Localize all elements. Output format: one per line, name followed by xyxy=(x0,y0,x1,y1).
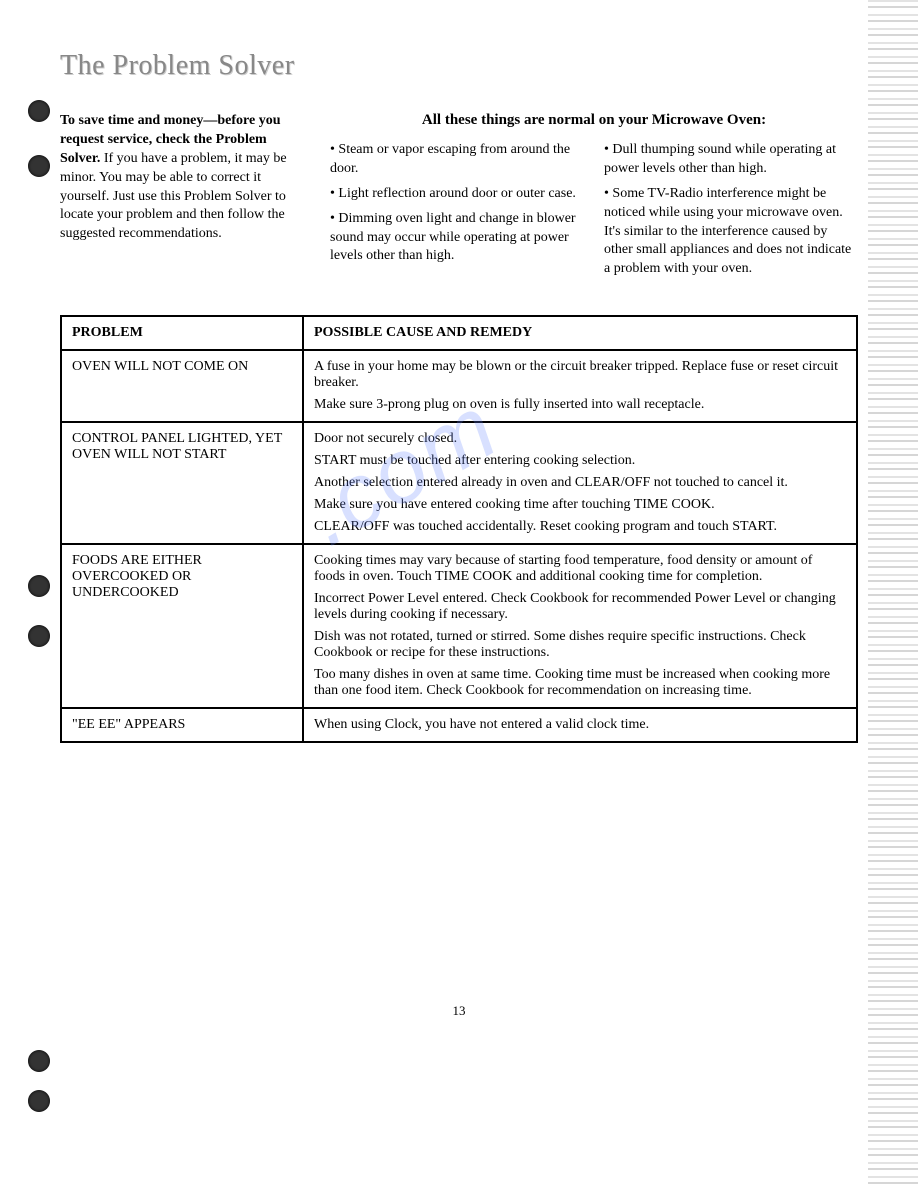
table-header-remedy: POSSIBLE CAUSE AND REMEDY xyxy=(303,316,857,350)
remedy-text: Make sure you have entered cooking time … xyxy=(314,497,846,513)
intro-right-column: All these things are normal on your Micr… xyxy=(330,112,858,285)
table-header-problem: PROBLEM xyxy=(61,316,303,350)
problem-cell: FOODS ARE EITHER OVERCOOKED OR UNDERCOOK… xyxy=(61,544,303,708)
normal-bullet: Light reflection around door or outer ca… xyxy=(330,185,584,204)
intro-left-column: To save time and money—before you reques… xyxy=(60,112,310,285)
problem-solver-table: PROBLEM POSSIBLE CAUSE AND REMEDY OVEN W… xyxy=(60,315,858,743)
remedy-cell: When using Clock, you have not entered a… xyxy=(303,708,857,742)
table-row: OVEN WILL NOT COME ON A fuse in your hom… xyxy=(61,350,857,422)
problem-cell: "EE EE" APPEARS xyxy=(61,708,303,742)
table-row: "EE EE" APPEARS When using Clock, you ha… xyxy=(61,708,857,742)
normal-things-heading: All these things are normal on your Micr… xyxy=(330,112,858,129)
page-number: 13 xyxy=(60,1003,858,1019)
normal-bullet: Some TV-Radio interference might be noti… xyxy=(604,185,858,279)
remedy-text: Incorrect Power Level entered. Check Coo… xyxy=(314,591,846,623)
table-row: FOODS ARE EITHER OVERCOOKED OR UNDERCOOK… xyxy=(61,544,857,708)
normal-col-1: Steam or vapor escaping from around the … xyxy=(330,141,584,285)
remedy-text: START must be touched after entering coo… xyxy=(314,453,846,469)
normal-things-columns: Steam or vapor escaping from around the … xyxy=(330,141,858,285)
table-body: OVEN WILL NOT COME ON A fuse in your hom… xyxy=(61,350,857,742)
normal-col-2: Dull thumping sound while operating at p… xyxy=(604,141,858,285)
problem-cell: OVEN WILL NOT COME ON xyxy=(61,350,303,422)
remedy-cell: Door not securely closed. START must be … xyxy=(303,422,857,544)
page-title: The Problem Solver xyxy=(60,50,858,82)
problem-cell: CONTROL PANEL LIGHTED, YET OVEN WILL NOT… xyxy=(61,422,303,544)
table-row: CONTROL PANEL LIGHTED, YET OVEN WILL NOT… xyxy=(61,422,857,544)
remedy-text: Door not securely closed. xyxy=(314,431,846,447)
normal-bullet: Steam or vapor escaping from around the … xyxy=(330,141,584,179)
remedy-text: Make sure 3-prong plug on oven is fully … xyxy=(314,397,846,413)
remedy-text: When using Clock, you have not entered a… xyxy=(314,717,846,733)
intro-section: To save time and money—before you reques… xyxy=(60,112,858,285)
remedy-text: Cooking times may vary because of starti… xyxy=(314,553,846,585)
binder-hole-icon xyxy=(28,1090,50,1112)
remedy-cell: Cooking times may vary because of starti… xyxy=(303,544,857,708)
remedy-text: A fuse in your home may be blown or the … xyxy=(314,359,846,391)
normal-bullet: Dull thumping sound while operating at p… xyxy=(604,141,858,179)
remedy-text: Dish was not rotated, turned or stirred.… xyxy=(314,629,846,661)
remedy-text: Another selection entered already in ove… xyxy=(314,475,846,491)
remedy-text: Too many dishes in oven at same time. Co… xyxy=(314,667,846,699)
normal-bullet: Dimming oven light and change in blower … xyxy=(330,210,584,267)
remedy-cell: A fuse in your home may be blown or the … xyxy=(303,350,857,422)
remedy-text: CLEAR/OFF was touched accidentally. Rese… xyxy=(314,519,846,535)
